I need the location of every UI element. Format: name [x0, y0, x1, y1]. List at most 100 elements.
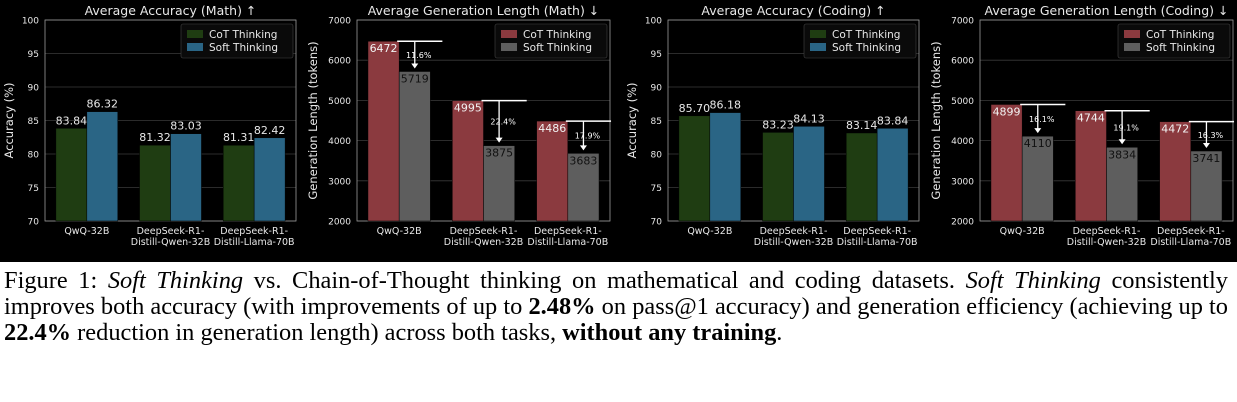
y-tick-label: 95	[28, 50, 39, 60]
legend-swatch-cot	[187, 30, 203, 38]
legend	[803, 23, 917, 59]
bar-cot	[678, 115, 711, 222]
caption-part-4: reduction in generation length) across b…	[71, 319, 563, 346]
legend	[1117, 23, 1231, 59]
caption-part-1: vs. Chain-of-Thought thinking on mathema…	[243, 267, 966, 294]
y-tick-label: 7000	[328, 17, 351, 27]
bar-soft	[398, 71, 431, 222]
reduction-arrowhead	[1034, 128, 1042, 134]
reduction-percent: 16.3%	[1198, 131, 1224, 140]
x-tick-label: DeepSeek-R1-Distill-Qwen-32B	[754, 226, 833, 248]
data-label: 5719	[401, 72, 429, 85]
legend	[180, 23, 294, 59]
bar-soft	[253, 137, 286, 222]
y-tick-label: 100	[645, 17, 662, 27]
chart-title: Average Accuracy (Math) ↑	[85, 3, 257, 18]
legend-label: CoT Thinking	[523, 29, 591, 41]
data-label: 84.13	[793, 112, 825, 125]
reduction-arrowhead	[411, 63, 419, 69]
bar-soft	[567, 153, 600, 222]
x-tick-label: DeepSeek-R1-Distill-Qwen-32B	[131, 226, 210, 248]
data-label: 85.70	[679, 102, 711, 115]
y-tick-label: 2000	[328, 218, 351, 228]
y-tick-label: 5000	[951, 97, 974, 107]
x-tick-label-line: DeepSeek-R1-	[843, 226, 911, 237]
reduction-percent: 17.9%	[575, 132, 601, 141]
y-tick-label: 80	[28, 151, 40, 161]
legend-label: Soft Thinking	[832, 42, 901, 54]
data-label: 83.03	[170, 120, 202, 133]
chart-3: 70 75 80 85 90 95 100 Average Accuracy (Coding)…	[625, 3, 920, 248]
data-label: 86.32	[87, 98, 119, 111]
bar-cot	[845, 132, 878, 222]
data-label: 86.18	[710, 99, 742, 112]
data-label: 4744	[1077, 112, 1105, 125]
legend-swatch-cot	[810, 30, 826, 38]
y-tick-label: 3000	[951, 177, 974, 187]
y-axis-label: Accuracy (%)	[2, 82, 16, 158]
caption-part-3: on pass@1 accuracy) and generation effic…	[595, 293, 1228, 320]
x-tick-label: DeepSeek-R1-Distill-Llama-70B	[1150, 226, 1231, 248]
y-axis-label: Accuracy (%)	[625, 82, 639, 158]
y-tick-label: 75	[28, 184, 39, 194]
x-tick-label: DeepSeek-R1-Distill-Llama-70B	[837, 226, 918, 248]
x-tick-label: DeepSeek-R1-Distill-Llama-70B	[527, 226, 608, 248]
data-label: 3683	[569, 154, 597, 167]
data-label: 81.32	[139, 131, 171, 144]
bar-cot	[990, 104, 1023, 222]
legend-swatch-soft	[810, 43, 826, 51]
data-label: 83.23	[762, 118, 794, 131]
legend-label: Soft Thinking	[209, 42, 278, 54]
y-tick-label: 90	[651, 84, 663, 94]
reduction-percent: 11.6%	[406, 51, 432, 60]
y-tick-label: 6000	[328, 57, 351, 67]
bar-cot	[55, 128, 88, 222]
reduction-arrowhead	[1202, 143, 1210, 149]
reduction-percent: 19.1%	[1113, 123, 1139, 132]
x-tick-label: DeepSeek-R1-Distill-Llama-70B	[214, 226, 295, 248]
bar-soft	[483, 145, 515, 222]
figure-charts: 70 75 80 85 90 95 100 Average Accuracy (Math) ↑…	[0, 0, 1237, 262]
bar-soft	[709, 112, 742, 222]
x-tick-label-line: Distill-Qwen-32B	[131, 237, 210, 248]
data-label: 4110	[1024, 137, 1052, 150]
bar-cot	[536, 120, 569, 222]
y-axis-label: Generation Length (tokens)	[929, 41, 943, 199]
data-label: 83.84	[56, 114, 88, 127]
chart-2: 2000 3000 4000 5000 6000 7000 Average Generati…	[306, 3, 612, 248]
bar-soft	[170, 133, 202, 222]
chart-title: Average Accuracy (Coding) ↑	[701, 3, 885, 18]
x-tick-label-line: QwQ-32B	[1000, 226, 1045, 237]
x-tick-label: QwQ-32B	[64, 226, 109, 237]
x-tick-label-line: DeepSeek-R1-	[450, 226, 518, 237]
bar-cot	[452, 100, 484, 222]
x-tick-label-line: Distill-Qwen-32B	[1067, 237, 1146, 248]
data-label: 3741	[1192, 152, 1220, 165]
caption-figure-label: Figure 1:	[4, 267, 108, 294]
data-label: 83.14	[846, 119, 878, 132]
reduction-arrowhead	[1118, 139, 1126, 145]
data-label: 4995	[454, 102, 482, 115]
x-tick-label-line: Distill-Llama-70B	[527, 237, 608, 248]
x-tick-label-line: DeepSeek-R1-	[534, 226, 602, 237]
data-label: 81.31	[223, 131, 255, 144]
y-tick-label: 70	[651, 218, 663, 228]
legend	[494, 23, 608, 59]
reduction-arrowhead	[579, 145, 587, 151]
data-label: 3834	[1108, 148, 1136, 161]
legend-swatch-cot	[1124, 30, 1140, 38]
y-tick-label: 100	[22, 17, 39, 27]
x-tick-label: QwQ-32B	[377, 226, 422, 237]
chart-title: Average Generation Length (Math) ↓	[368, 3, 600, 18]
legend-swatch-soft	[1124, 43, 1140, 51]
y-tick-label: 85	[28, 117, 39, 127]
x-tick-label-line: Distill-Llama-70B	[837, 237, 918, 248]
data-label: 6472	[370, 42, 398, 55]
x-tick-label-line: QwQ-32B	[64, 226, 109, 237]
x-tick-label-line: DeepSeek-R1-	[220, 226, 288, 237]
y-tick-label: 3000	[328, 177, 351, 187]
y-tick-label: 90	[28, 84, 40, 94]
x-tick-label-line: Distill-Llama-70B	[214, 237, 295, 248]
caption-bold-2: 22.4%	[4, 319, 72, 346]
caption-soft-thinking-2: Soft Thinking	[965, 267, 1101, 294]
